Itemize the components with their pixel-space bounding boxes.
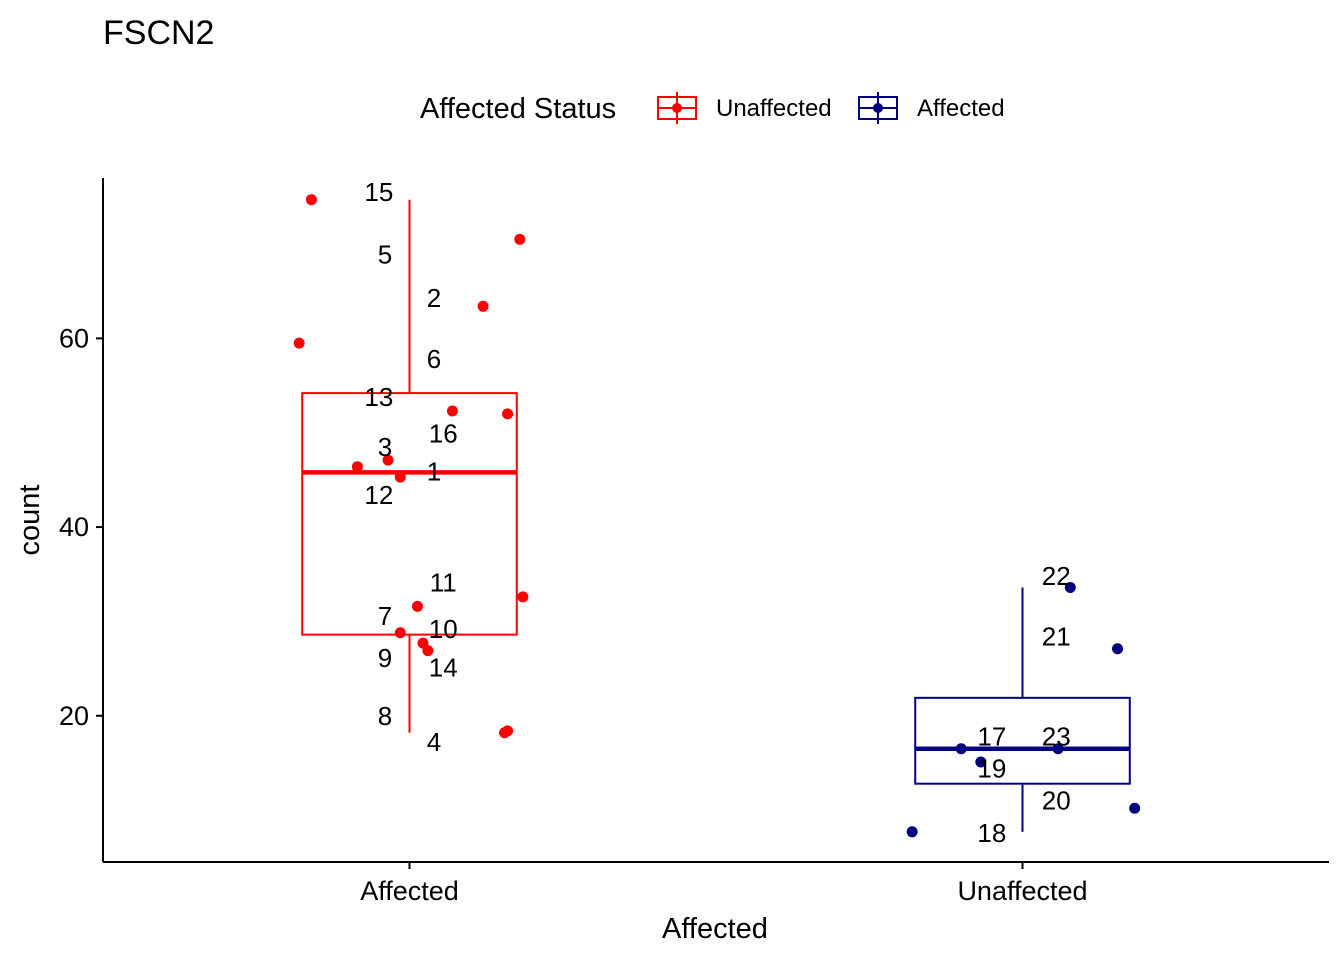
- data-point-20: [1129, 802, 1141, 814]
- data-point-12: [394, 471, 406, 483]
- data-point-10: [394, 627, 406, 639]
- data-point-1: [351, 461, 363, 473]
- boxes: [301, 199, 1131, 832]
- point-label-20: 20: [1042, 786, 1071, 816]
- point-label-17: 17: [977, 722, 1006, 752]
- point-label-1: 1: [427, 456, 441, 486]
- legend-title: Affected Status: [420, 93, 616, 125]
- data-point-11: [517, 591, 529, 603]
- data-point-6: [293, 337, 305, 349]
- point-label-18: 18: [977, 818, 1006, 848]
- legend-key-affected: [858, 92, 898, 124]
- data-point-15: [305, 194, 317, 206]
- box-unaffected: [914, 587, 1131, 832]
- x-axis-title: Affected: [662, 913, 768, 945]
- box-affected: [301, 199, 518, 733]
- y-tick-label: 40: [59, 512, 89, 542]
- data-point-3: [382, 454, 394, 466]
- point-label-7: 7: [378, 601, 392, 631]
- point-label-9: 9: [378, 643, 392, 673]
- point-labels: 15 5 2 6 13 16 3 1 12 11 7 10 9 14 8 4 22 21 17 23 19 20 18: [364, 177, 1070, 848]
- point-label-19: 19: [977, 754, 1006, 784]
- data-point-23: [1052, 743, 1064, 755]
- y-tick-label: 20: [59, 701, 89, 731]
- y-tick-label: 60: [59, 323, 89, 353]
- data-point-5: [514, 233, 526, 245]
- data-point-13: [446, 405, 458, 417]
- data-point-14: [422, 645, 434, 657]
- data-point-2: [477, 300, 489, 312]
- legend-label-unaffected: Unaffected: [716, 95, 832, 122]
- point-label-15: 15: [364, 177, 393, 207]
- point-label-2: 2: [427, 283, 441, 313]
- point-label-5: 5: [378, 239, 392, 269]
- legend-label-affected: Affected: [917, 95, 1005, 122]
- point-label-23: 23: [1042, 722, 1071, 752]
- point-label-12: 12: [364, 480, 393, 510]
- point-label-3: 3: [378, 432, 392, 462]
- point-label-13: 13: [364, 382, 393, 412]
- data-point-22: [1064, 581, 1076, 593]
- x-ticks: Affected Unaffected: [360, 862, 1088, 906]
- point-label-22: 22: [1042, 561, 1071, 591]
- point-label-11: 11: [430, 568, 457, 598]
- data-point-21: [1112, 643, 1124, 655]
- box-iqr: [914, 696, 1131, 785]
- point-label-6: 6: [427, 344, 441, 374]
- point-label-4: 4: [427, 727, 441, 757]
- data-point-17: [955, 743, 967, 755]
- legend-key-unaffected: [657, 92, 697, 124]
- x-tick-label: Unaffected: [957, 876, 1087, 906]
- box-iqr: [301, 392, 518, 636]
- point-label-10: 10: [429, 614, 458, 644]
- data-point-4: [499, 727, 511, 739]
- legend: Affected Status Unaffected Affected: [420, 92, 1005, 125]
- data-point-19: [975, 756, 987, 768]
- data-points: [293, 194, 1141, 838]
- data-point-7: [411, 600, 423, 612]
- y-axis-title: count: [14, 485, 46, 556]
- x-tick-label: Affected: [360, 876, 459, 906]
- point-label-14: 14: [429, 653, 458, 683]
- point-label-8: 8: [378, 701, 392, 731]
- y-ticks: 20 40 60: [59, 323, 103, 731]
- chart-title: FSCN2: [103, 14, 214, 52]
- data-point-18: [906, 826, 918, 838]
- point-label-16: 16: [429, 419, 458, 449]
- data-point-16: [502, 408, 514, 420]
- point-label-21: 21: [1042, 622, 1071, 652]
